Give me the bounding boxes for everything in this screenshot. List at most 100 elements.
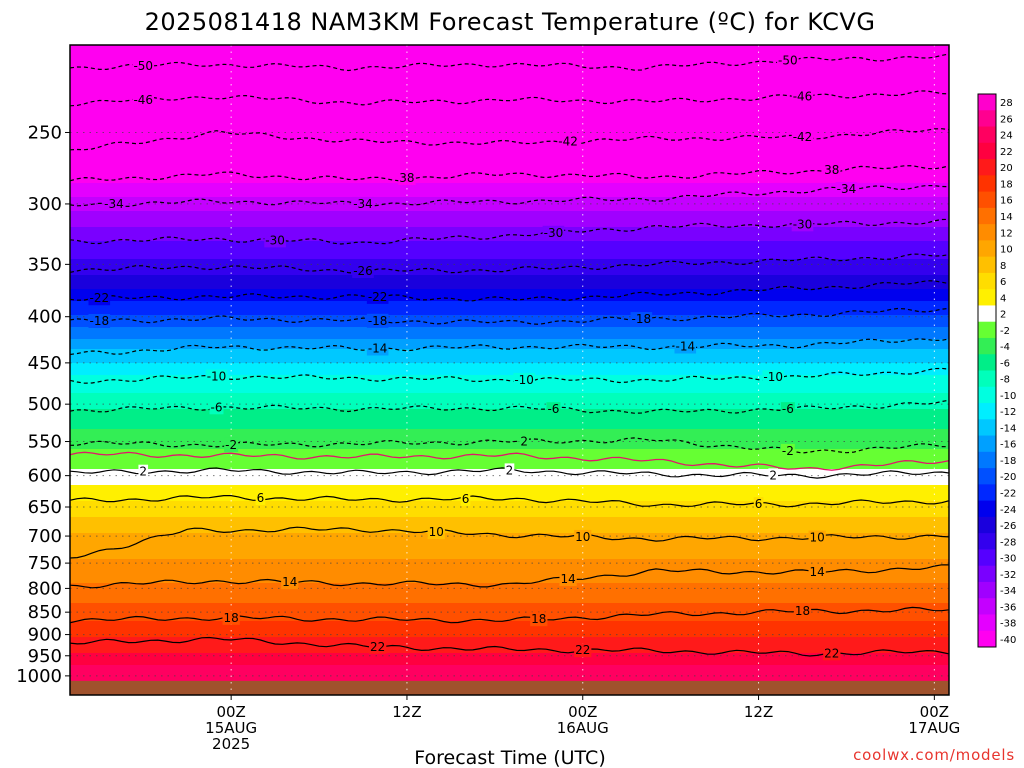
temperature-band [70, 93, 949, 96]
colorbar-tick-label: 26 [1000, 114, 1013, 125]
temperature-band [70, 493, 949, 496]
temperature-band [70, 193, 949, 196]
contour-label-background [398, 171, 416, 186]
below-ground-layer [70, 680, 949, 695]
contour-label: 2 [139, 465, 147, 479]
x-axis-label: Forecast Time (UTC) [414, 747, 605, 768]
temperature-band [70, 679, 949, 682]
temperature-band [70, 277, 949, 280]
temperature-band [70, 607, 949, 610]
temperature-band [70, 89, 949, 92]
temperature-band [70, 335, 949, 338]
colorbar-tick-label: 10 [1000, 245, 1013, 256]
temperature-band [70, 585, 949, 588]
temperature-band [70, 209, 949, 212]
temperature-band [70, 351, 949, 354]
temperature-band [70, 385, 949, 388]
temperature-band [70, 179, 949, 182]
temperature-band [70, 505, 949, 508]
temperature-band [70, 613, 949, 616]
temperature-band [70, 421, 949, 424]
contour-label: -50 [778, 53, 798, 67]
temperature-band [70, 243, 949, 246]
temperature-band [70, 281, 949, 284]
temperature-band [70, 229, 949, 232]
contour-line [70, 526, 949, 559]
contour-line [70, 253, 949, 274]
contour-label: 38 [824, 163, 839, 177]
y-tick-label: 750 [28, 553, 62, 574]
contour-label-background [557, 134, 579, 149]
contour-label: -2 [225, 438, 237, 452]
temperature-band [70, 647, 949, 650]
temperature-band [70, 407, 949, 410]
temperature-band [70, 569, 949, 572]
temperature-band [70, 499, 949, 502]
temperature-band [70, 675, 949, 678]
temperature-band [70, 427, 949, 430]
colorbar-tick-label: 6 [1000, 277, 1006, 288]
temperature-band [70, 513, 949, 516]
y-tick-label: 550 [28, 432, 62, 453]
temperature-band [70, 629, 949, 632]
temperature-band [70, 669, 949, 672]
temperature-band [70, 483, 949, 486]
temperature-band [70, 329, 949, 332]
contour-line [70, 495, 949, 508]
contour-line [70, 451, 949, 471]
temperature-band [70, 477, 949, 480]
contour-label-background [530, 612, 548, 627]
temperature-band [70, 115, 949, 118]
temperature-band [70, 641, 949, 644]
contour-label: 6 [462, 492, 470, 506]
contour-label-background [264, 233, 286, 248]
colorbar-frame [977, 93, 997, 648]
contour-label: -34 [104, 197, 124, 211]
y-tick-label: 600 [28, 466, 62, 487]
temperature-band [70, 399, 949, 402]
colorbar-tick-label: -30 [1000, 554, 1016, 565]
colorbar-swatch [978, 142, 996, 160]
temperature-band [70, 101, 949, 104]
temperature-band [70, 153, 949, 156]
contour-label: -10 [207, 370, 227, 384]
contour-label-background [674, 339, 697, 354]
temperature-band [70, 643, 949, 646]
contour-label: -30 [544, 226, 564, 240]
colorbar-tick-label: -36 [1000, 602, 1016, 613]
temperature-band [70, 231, 949, 234]
temperature-band [70, 435, 949, 438]
temperature-band [70, 333, 949, 336]
temperature-band [70, 49, 949, 52]
contour-label: 2 [506, 463, 514, 477]
temperature-band [70, 341, 949, 344]
temperature-band [70, 125, 949, 128]
colorbar-swatch [978, 549, 996, 567]
temperature-band [70, 673, 949, 676]
temperature-band [70, 625, 949, 628]
temperature-band [70, 405, 949, 408]
temperature-band [70, 653, 949, 656]
temperature-band [70, 449, 949, 452]
temperature-band [70, 515, 949, 518]
contour-line [70, 184, 949, 208]
temperature-band [70, 221, 949, 224]
temperature-band [70, 81, 949, 84]
temperature-band [70, 437, 949, 440]
contour-label: 22 [370, 640, 385, 654]
temperature-band [70, 659, 949, 662]
x-tick-label: 00Z [568, 703, 597, 721]
temperature-band [70, 555, 949, 558]
temperature-band [70, 359, 949, 362]
colorbar-swatch [978, 370, 996, 388]
colorbar-swatch [978, 272, 996, 290]
x-tick-label: 17AUG [908, 719, 960, 737]
contour-label-background [559, 572, 577, 587]
temperature-band [70, 593, 949, 596]
temperature-band [70, 665, 949, 668]
temperature-band [70, 589, 949, 592]
colorbar-swatch [978, 191, 996, 209]
colorbar-swatch [978, 419, 996, 437]
